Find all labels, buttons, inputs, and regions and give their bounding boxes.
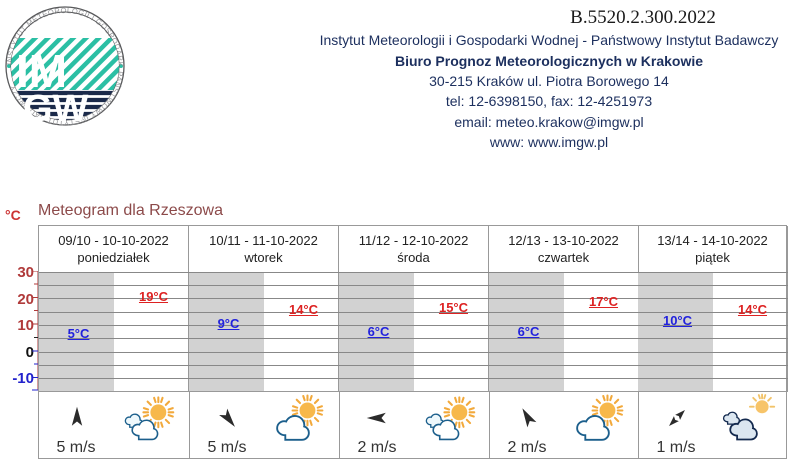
svg-text:GW: GW <box>23 88 89 130</box>
